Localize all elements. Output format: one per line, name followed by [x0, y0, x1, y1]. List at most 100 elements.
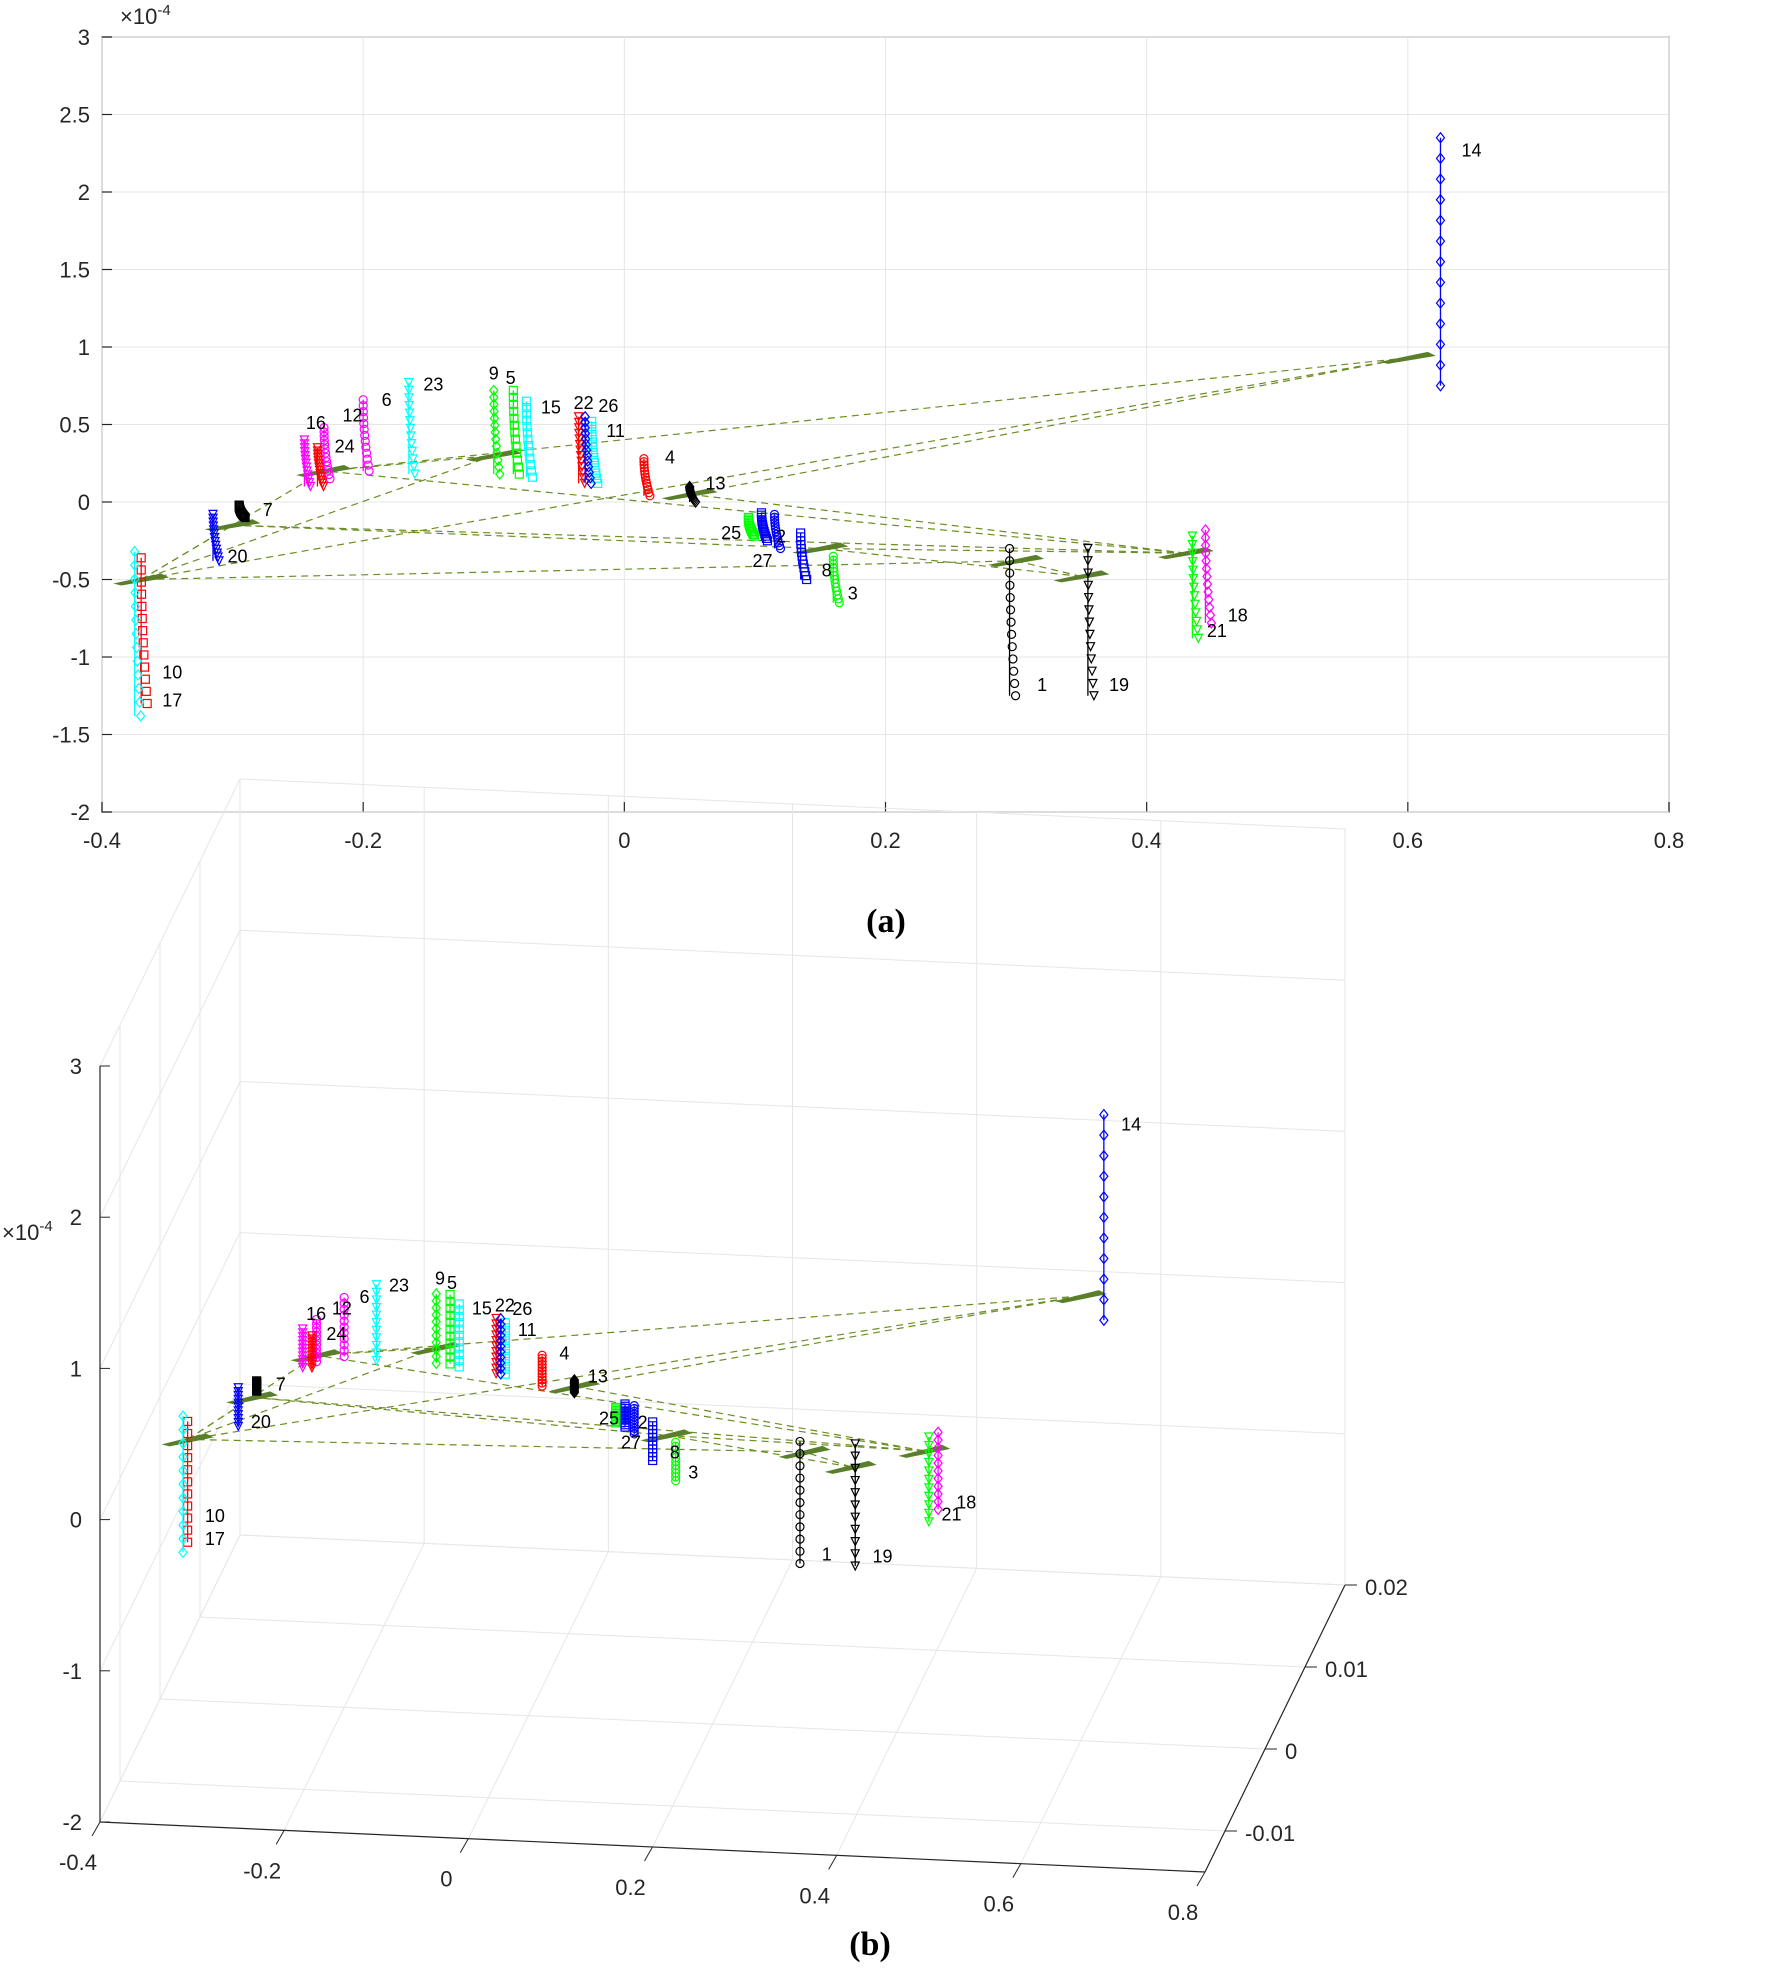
series-3d-point-18 [933, 1434, 943, 1446]
connection-line-3d [187, 1347, 437, 1440]
series-point-14 [1435, 193, 1446, 206]
series-point-9 [494, 461, 504, 474]
y-tick-label: 0.5 [59, 413, 90, 438]
series-point-23 [404, 408, 415, 419]
y-tick-label: -1.5 [52, 723, 90, 748]
series-3d-point-1 [795, 1436, 805, 1447]
series-3d-point-21 [923, 1432, 934, 1443]
grid-back-z [239, 1383, 1346, 1435]
series-3d-point-19 [850, 1475, 861, 1486]
series-point-25 [748, 529, 759, 540]
series-3d-26 [495, 1312, 506, 1380]
connection-line-3d [316, 1354, 925, 1452]
series-point-21 [1191, 616, 1202, 627]
series-point-23 [408, 454, 419, 465]
series-point-1 [1004, 556, 1015, 566]
series-3d-point-13 [569, 1381, 580, 1394]
series-point-10 [138, 626, 148, 636]
series-3d-16 [297, 1324, 308, 1373]
series-3d-point-26 [495, 1340, 506, 1353]
series-3d-point-4 [537, 1356, 547, 1366]
series-3d-point-1 [795, 1485, 805, 1495]
series-3d-point-1 [795, 1546, 805, 1556]
series-3d-point-6 [339, 1292, 349, 1303]
series-point-23 [408, 461, 419, 472]
series-point-10 [141, 686, 151, 696]
series-point-15 [521, 409, 532, 419]
series-3d-point-23 [371, 1318, 382, 1329]
series-16 [299, 435, 316, 492]
series-point-2 [761, 533, 772, 544]
series-3d-point-17 [178, 1423, 188, 1436]
series-3d-point-14 [1099, 1190, 1109, 1203]
series-point-19 [1084, 617, 1095, 628]
series-3d-point-9 [431, 1336, 442, 1349]
series-point-1 [1010, 691, 1021, 701]
series-3d-7 [252, 1376, 262, 1396]
series-point-26 [580, 421, 591, 434]
series-3d-point-6 [339, 1351, 349, 1362]
series-point-26 [583, 460, 594, 473]
series-3d-point-18 [933, 1480, 943, 1493]
series-3d-point-24 [306, 1363, 317, 1374]
panel-a-grid [101, 36, 1670, 813]
series-3d-point-18 [933, 1495, 943, 1508]
panel-a-y-exponent: ×10-4 [120, 2, 171, 29]
series-point-18 [1205, 609, 1216, 622]
series-3d-point-3 [671, 1476, 681, 1486]
connection-line [141, 357, 1408, 581]
panel-a-series-labels: 1234567891011121314151617181920212223242… [162, 140, 1481, 710]
series-point-15 [521, 396, 531, 406]
y-tick-label: 0.02 [1365, 1575, 1408, 1600]
series-point-18 [1202, 570, 1212, 583]
grid-back-z [239, 1232, 1346, 1284]
series-3d-18 [933, 1426, 943, 1516]
grid-floor-y [199, 1616, 1306, 1668]
grid-side-z [99, 1081, 241, 1369]
series-label: 24 [335, 436, 355, 456]
series-3d-label: 14 [1121, 1114, 1141, 1134]
series-3d-label: 15 [472, 1298, 492, 1318]
series-3d-point-4 [537, 1350, 547, 1360]
series-3d-point-26 [495, 1323, 506, 1336]
grid-floor-x [283, 1543, 425, 1831]
element-hub [988, 554, 1045, 567]
series-3d-2 [620, 1399, 630, 1432]
series-point-21 [1190, 608, 1201, 619]
series-point-5 [512, 448, 522, 458]
series-3d-point-5 [445, 1359, 455, 1369]
grid-side-z [99, 1232, 241, 1520]
series-point-1 [1006, 617, 1016, 627]
series-3d-point-19 [850, 1451, 861, 1462]
series-3d-label: 19 [872, 1547, 892, 1567]
series-3d-15 [454, 1299, 464, 1372]
series-point-9 [490, 419, 500, 432]
series-point-5 [514, 469, 524, 479]
series-point-9 [493, 454, 503, 467]
series-3d-point-3 [671, 1472, 681, 1482]
grid-floor-x [1020, 1576, 1162, 1864]
series-point-14 [1435, 317, 1446, 330]
series-label: 14 [1462, 140, 1482, 160]
series-point-6 [358, 406, 368, 417]
series-3d-point-24 [306, 1344, 317, 1355]
series-label: 10 [162, 663, 182, 683]
connection-line [232, 524, 1186, 554]
series-point-25 [747, 528, 758, 538]
series-3d-point-19 [850, 1524, 861, 1535]
series-point-18 [1200, 539, 1211, 552]
connection-line-3d [574, 1295, 1081, 1387]
grid-floor-y [119, 1780, 1226, 1832]
series-3d-point-9 [431, 1301, 442, 1314]
series-3d-point-6 [339, 1328, 349, 1338]
series-3d-point-2 [620, 1422, 630, 1432]
series-3d-point-19 [850, 1537, 861, 1547]
series-3d-point-11 [500, 1369, 510, 1379]
series-3 [828, 551, 844, 608]
series-3d-point-23 [371, 1333, 382, 1344]
series-point-1 [1006, 629, 1017, 639]
series-3d-point-27 [629, 1429, 639, 1439]
series-24 [312, 443, 329, 492]
series-3d-point-23 [371, 1302, 382, 1313]
series-point-9 [488, 384, 499, 397]
